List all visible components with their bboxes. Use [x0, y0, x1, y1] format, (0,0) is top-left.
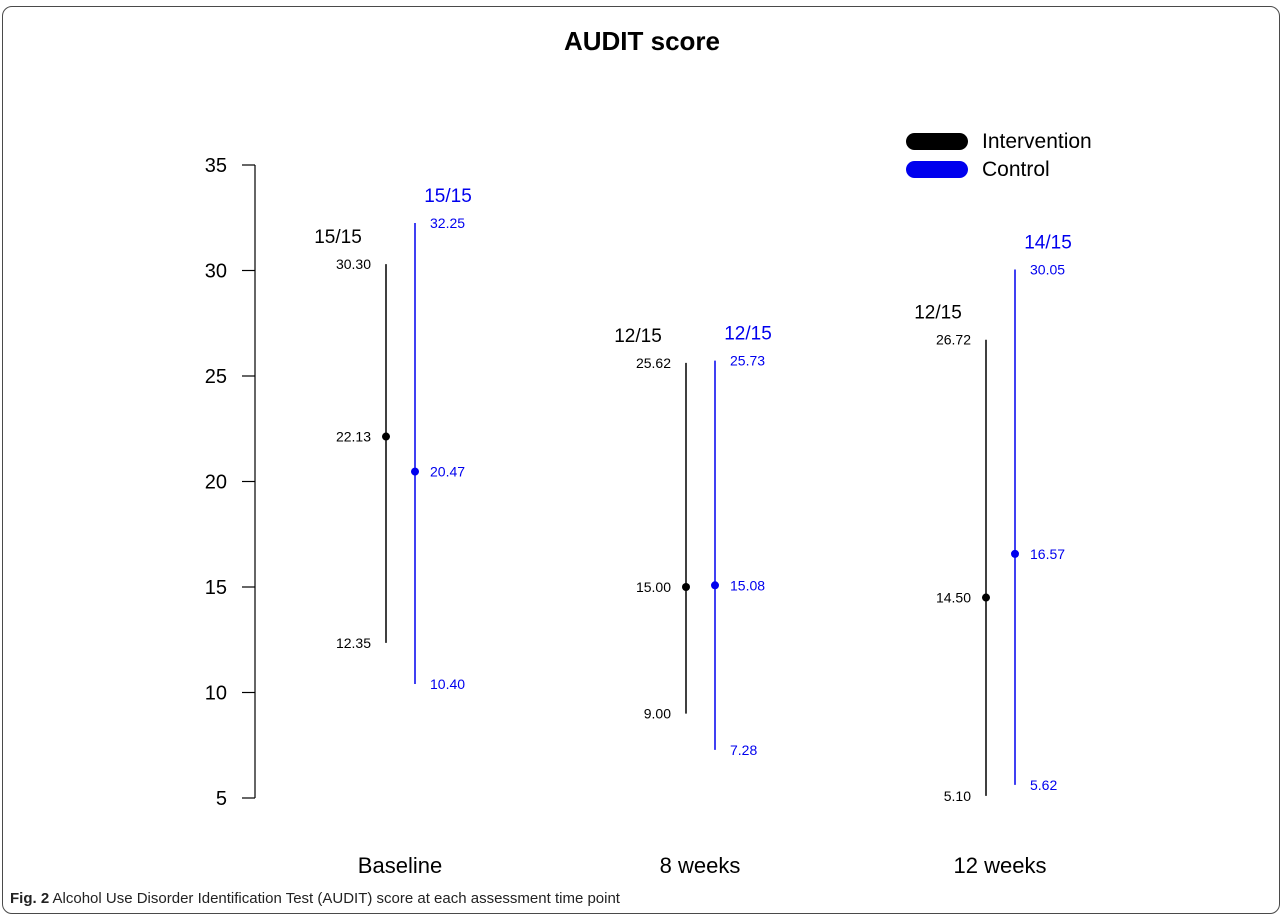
upper-label-intervention-0: 30.30 [336, 256, 371, 272]
mean-label-control-0: 20.47 [430, 464, 465, 480]
mean-label-intervention-0: 22.13 [336, 429, 371, 445]
n-label-control-1: 12/15 [724, 324, 772, 345]
mean-point-intervention-1 [682, 583, 690, 591]
n-label-intervention-0: 15/15 [314, 227, 362, 248]
y-tick-label-2: 15 [205, 577, 227, 599]
range-series: 30.30 22.13 12.35 15/15 25.62 15.00 9.00 12/15 2… [314, 186, 1072, 804]
lower-label-intervention-1: 9.00 [644, 706, 671, 722]
x-axis-labels: Baseline 8 weeks 12 weeks [358, 853, 1047, 878]
y-axis-ticks: 5 10 15 20 25 30 35 [205, 155, 255, 810]
mean-point-control-0 [411, 468, 419, 476]
y-tick-label-5: 30 [205, 261, 227, 283]
lower-label-control-0: 10.40 [430, 676, 465, 692]
mean-point-intervention-0 [382, 433, 390, 441]
chart-title: AUDIT score [564, 26, 720, 56]
upper-label-control-0: 32.25 [430, 215, 465, 231]
x-category-label-2: 12 weeks [954, 853, 1047, 878]
caption-text: Alcohol Use Disorder Identification Test… [53, 890, 620, 907]
lower-label-control-1: 7.28 [730, 742, 757, 758]
upper-label-control-1: 25.73 [730, 353, 765, 369]
y-tick-label-1: 10 [205, 683, 227, 705]
caption-label: Fig. 2 [10, 890, 49, 907]
audit-score-chart: AUDIT score 5 10 15 20 25 30 35 30.30 22.13 12.3… [0, 0, 1284, 880]
mean-label-control-1: 15.08 [730, 577, 765, 593]
x-category-label-1: 8 weeks [660, 853, 741, 878]
legend-swatch-intervention [906, 133, 968, 150]
lower-label-intervention-2: 5.10 [944, 788, 971, 804]
n-label-intervention-2: 12/15 [914, 303, 962, 324]
y-tick-label-6: 35 [205, 155, 227, 177]
upper-label-intervention-1: 25.62 [636, 355, 671, 371]
legend-label-control: Control [982, 158, 1050, 181]
upper-label-control-2: 30.05 [1030, 261, 1065, 277]
upper-label-intervention-2: 26.72 [936, 332, 971, 348]
mean-label-intervention-1: 15.00 [636, 579, 671, 595]
x-category-label-0: Baseline [358, 853, 442, 878]
n-label-control-0: 15/15 [424, 186, 472, 207]
y-tick-label-4: 25 [205, 366, 227, 388]
y-tick-label-3: 20 [205, 472, 227, 494]
mean-point-control-2 [1011, 550, 1019, 558]
mean-point-control-1 [711, 581, 719, 589]
n-label-intervention-1: 12/15 [614, 326, 662, 347]
legend-label-intervention: Intervention [982, 130, 1092, 153]
y-tick-label-0: 5 [216, 788, 227, 810]
mean-label-control-2: 16.57 [1030, 546, 1065, 562]
lower-label-intervention-0: 12.35 [336, 635, 371, 651]
legend: Intervention Control [906, 130, 1092, 181]
figure-caption: Fig. 2 Alcohol Use Disorder Identificati… [10, 890, 620, 907]
n-label-control-2: 14/15 [1024, 232, 1072, 253]
mean-point-intervention-2 [982, 594, 990, 602]
lower-label-control-2: 5.62 [1030, 777, 1057, 793]
mean-label-intervention-2: 14.50 [936, 590, 971, 606]
legend-swatch-control [906, 161, 968, 178]
